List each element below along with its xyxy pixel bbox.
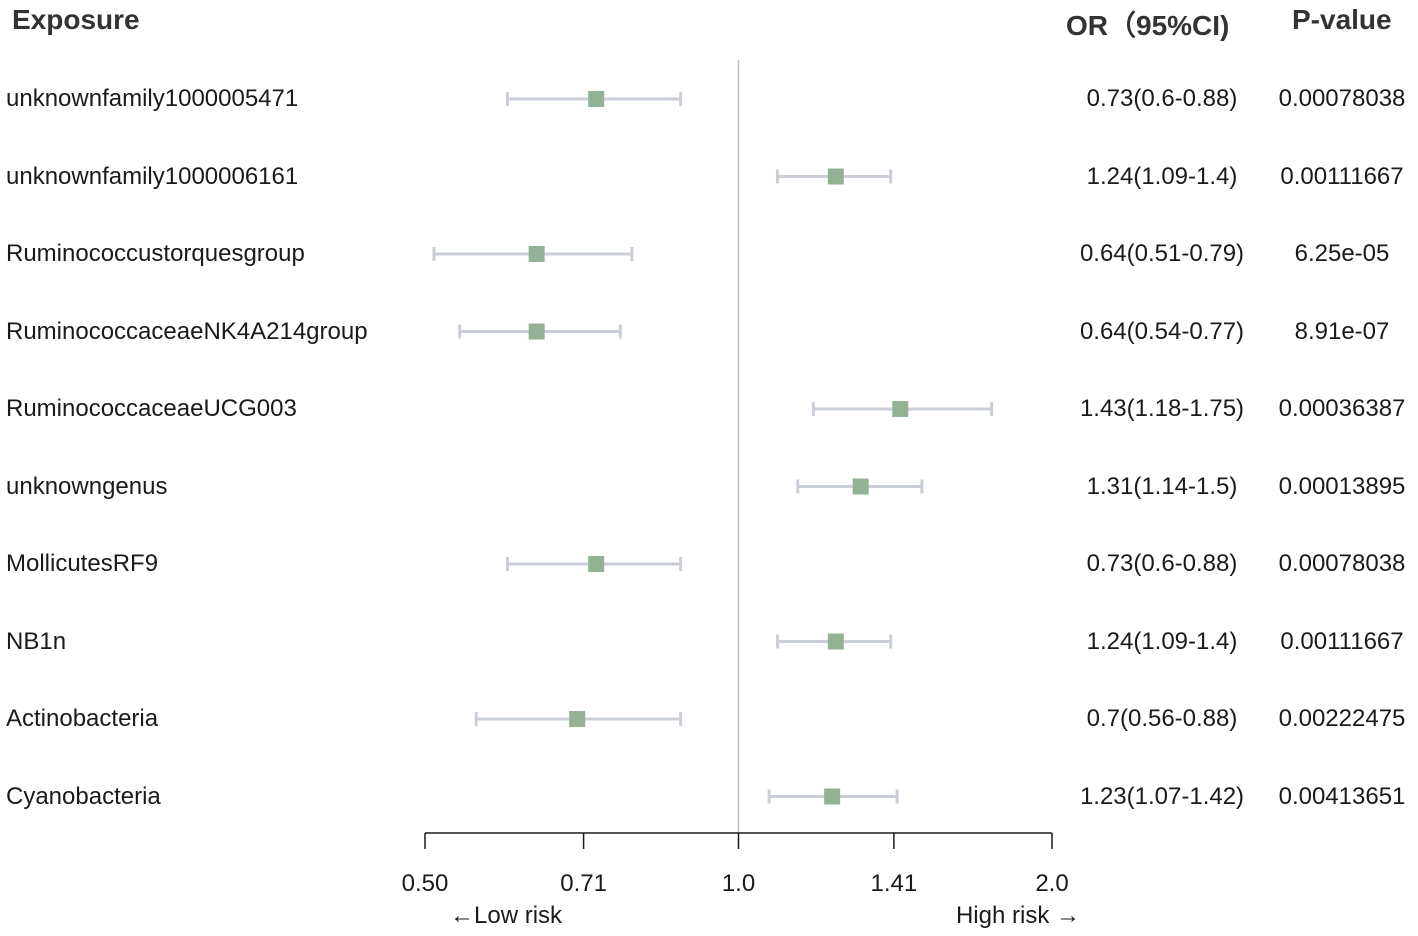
or-ci-value: 0.64(0.51-0.79) — [1079, 240, 1245, 267]
exposure-label: Ruminococcustorquesgroup — [6, 240, 305, 267]
or-marker — [569, 711, 586, 727]
header-or-ci: OR（95%CI) — [1066, 10, 1230, 41]
p-value: 6.25e-05 — [1294, 240, 1390, 267]
p-value: 0.00413651 — [1278, 782, 1406, 810]
exposure-label: unknowngenus — [6, 472, 168, 500]
or-ci-value: 1.24(1.09-1.4) — [1086, 627, 1238, 655]
p-value: 0.00111667 — [1280, 627, 1404, 655]
exposure-label: RuminococcaceaeNK4A214group — [6, 317, 368, 345]
or-ci-value: 1.24(1.09-1.4) — [1086, 162, 1238, 190]
header-exposure: Exposure — [12, 4, 140, 35]
or-ci-value: 0.7(0.56-0.88) — [1086, 705, 1238, 732]
or-marker — [827, 633, 844, 650]
x-tick-label: 0.71 — [560, 870, 607, 897]
or-marker — [588, 91, 605, 107]
or-marker — [852, 478, 869, 495]
or-ci-value: 1.23(1.07-1.42) — [1079, 782, 1245, 810]
or-marker — [528, 246, 545, 262]
x-tick-label: 1.0 — [722, 870, 755, 897]
p-value: 0.00111667 — [1280, 162, 1404, 190]
p-value: 0.00013895 — [1278, 472, 1406, 500]
exposure-label: unknownfamily1000006161 — [6, 162, 299, 190]
p-value: 0.00222475 — [1278, 705, 1406, 732]
exposure-label: Actinobacteria — [6, 705, 159, 732]
x-tick-label: 2.0 — [1035, 870, 1068, 897]
x-tick-label: 1.41 — [871, 870, 918, 897]
p-value: 0.00078038 — [1278, 550, 1406, 577]
exposure-label: NB1n — [6, 627, 67, 655]
p-value: 0.00036387 — [1278, 395, 1406, 422]
or-ci-value: 0.64(0.54-0.77) — [1079, 317, 1245, 345]
exposure-label: MollicutesRF9 — [6, 550, 159, 577]
low-risk-label: ←Low risk — [450, 902, 563, 929]
high-risk-label: High risk → — [956, 902, 1080, 929]
x-tick-label: 0.50 — [402, 870, 449, 897]
or-ci-value: 1.43(1.18-1.75) — [1079, 395, 1245, 422]
or-marker — [528, 323, 545, 340]
or-marker — [827, 168, 844, 185]
or-marker — [824, 788, 841, 805]
or-ci-value: 1.31(1.14-1.5) — [1086, 472, 1238, 500]
or-marker — [892, 401, 909, 417]
exposure-label: RuminococcaceaeUCG003 — [6, 395, 297, 422]
header-p-value: P-value — [1292, 4, 1392, 35]
p-value: 8.91e-07 — [1294, 317, 1390, 345]
or-ci-value: 0.73(0.6-0.88) — [1086, 85, 1238, 112]
or-ci-value: 0.73(0.6-0.88) — [1086, 550, 1238, 577]
or-marker — [588, 556, 605, 572]
exposure-label: Cyanobacteria — [6, 782, 161, 810]
exposure-label: unknownfamily1000005471 — [6, 85, 299, 112]
p-value: 0.00078038 — [1278, 85, 1406, 112]
